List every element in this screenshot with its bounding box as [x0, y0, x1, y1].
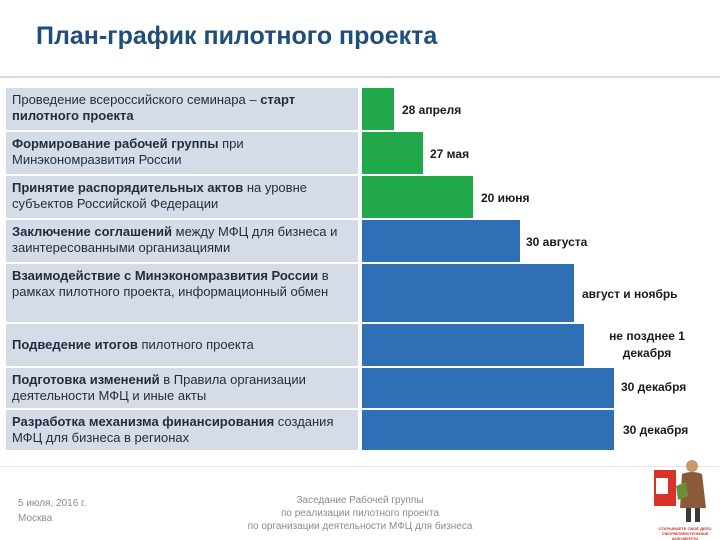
deadline-date: 30 августа: [526, 235, 588, 249]
svg-text:ОТКРЫВАЕТЕ СВОЁ ДЕЛО: ОТКРЫВАЕТЕ СВОЁ ДЕЛО: [658, 526, 711, 531]
deadline-date: август и ноябрь: [582, 287, 678, 301]
schedule-row: Взаимодействие с Минэкономразвития Росси…: [6, 264, 716, 324]
timeline-bar: [362, 220, 520, 262]
task-label: Проведение всероссийского семинара – ста…: [6, 88, 358, 132]
task-label: Принятие распорядительных актов на уровн…: [6, 176, 358, 220]
title-divider: [0, 76, 720, 78]
timeline-bar: [362, 264, 574, 322]
schedule-row: Подготовка изменений в Правила организац…: [6, 368, 716, 410]
timeline-bar: [362, 132, 423, 174]
schedule-row: Проведение всероссийского семинара – ста…: [6, 88, 716, 132]
svg-text:ОФОРМЛЯЕМ НУЖНЫЕ: ОФОРМЛЯЕМ НУЖНЫЕ: [662, 531, 709, 536]
schedule-row: Формирование рабочей группы при Минэконо…: [6, 132, 716, 176]
footer-meeting-info: Заседание Рабочей группы по реализации п…: [247, 495, 473, 532]
deadline-date: 30 декабря: [621, 380, 687, 394]
svg-text:ДОКУМЕНТЫ: ДОКУМЕНТЫ: [672, 536, 698, 540]
schedule-row: Заключение соглашений между МФЦ для бизн…: [6, 220, 716, 264]
timeline-bar: [362, 88, 394, 130]
schedule-row: Разработка механизма финансирования созд…: [6, 410, 716, 452]
mfc-business-logo: ОТКРЫВАЕТЕ СВОЁ ДЕЛО ОФОРМЛЯЕМ НУЖНЫЕ ДО…: [654, 460, 712, 540]
task-label: Взаимодействие с Минэкономразвития Росси…: [6, 264, 358, 324]
task-label: Заключение соглашений между МФЦ для бизн…: [6, 220, 358, 264]
timeline-bar: [362, 176, 473, 218]
task-label: Разработка механизма финансирования созд…: [6, 410, 358, 452]
footer-divider: [0, 466, 720, 467]
deadline-date: 30 декабря: [623, 423, 689, 437]
timeline-bar: [362, 410, 614, 450]
deadline-date: 20 июня: [481, 191, 530, 205]
task-label: Формирование рабочей группы при Минэконо…: [6, 132, 358, 176]
timeline-bar: [362, 324, 584, 366]
page-title: План-график пилотного проекта: [36, 22, 438, 50]
timeline-bar: [362, 368, 614, 408]
deadline-date: 28 апреля: [402, 103, 462, 117]
schedule-row: Подведение итогов пилотного проекта не п…: [6, 324, 716, 368]
footer-date-place: 5 июля, 2016 г. Москва: [18, 496, 86, 526]
task-label: Подведение итогов пилотного проекта: [6, 324, 358, 368]
footer-date: 5 июля, 2016 г.: [18, 498, 87, 509]
task-label: Подготовка изменений в Правила организац…: [6, 368, 358, 410]
schedule-row: Принятие распорядительных актов на уровн…: [6, 176, 716, 220]
deadline-date: 27 мая: [430, 147, 470, 161]
deadline-date: не позднее 1 декабря: [609, 329, 685, 360]
footer-city: Москва: [18, 513, 53, 524]
